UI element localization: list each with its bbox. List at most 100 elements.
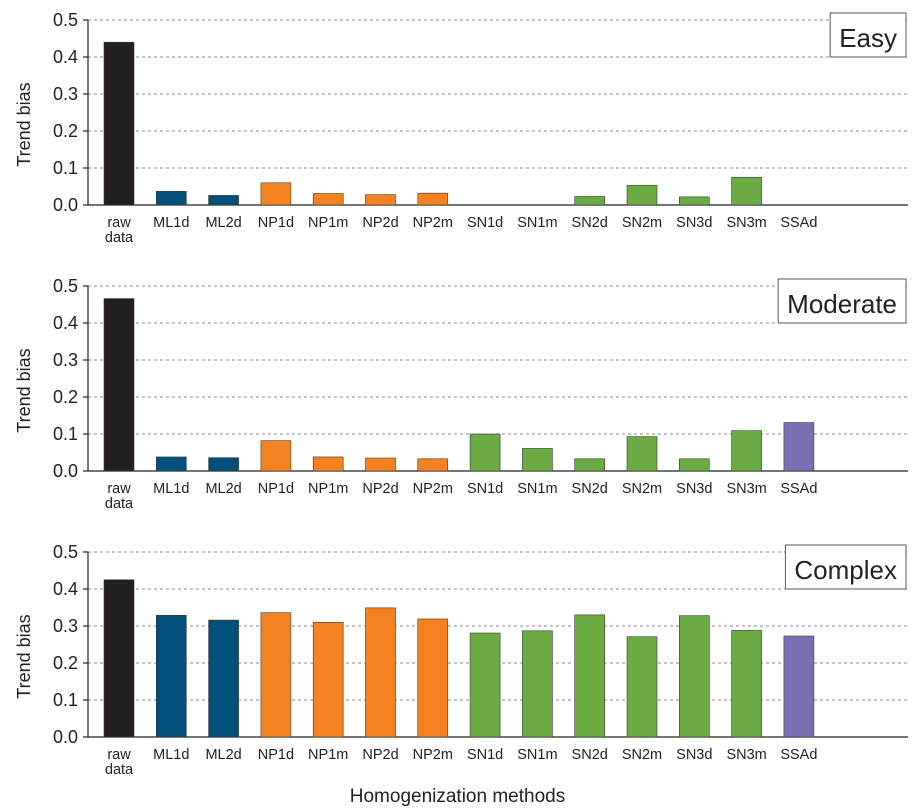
bar-sn3d xyxy=(678,196,710,206)
bar-sn3d xyxy=(678,615,710,738)
bar-ml2d xyxy=(208,195,239,206)
bar-raw-data xyxy=(103,298,135,472)
bar-np2d xyxy=(365,607,396,738)
panel-title: Easy xyxy=(839,23,897,53)
bar-sn1d xyxy=(469,632,501,738)
y-tick-label: 0.4 xyxy=(53,47,78,67)
x-tick-label: SN2d xyxy=(572,747,608,763)
x-tick-label: SN2m xyxy=(622,215,662,231)
y-tick-label: 0.2 xyxy=(53,387,78,407)
x-tick-label: raw data xyxy=(105,215,134,246)
bar-np2m xyxy=(417,458,449,472)
bar-ml1d xyxy=(156,191,187,206)
x-tick-label: NP2d xyxy=(362,215,398,231)
x-tick-label: NP1d xyxy=(258,747,294,763)
x-tick-label: raw data xyxy=(105,481,134,512)
x-tick-label: SN3m xyxy=(726,747,766,763)
y-axis-label: Trend bias xyxy=(14,348,34,432)
bar-np1d xyxy=(260,440,292,472)
bar-ml1d xyxy=(156,456,187,472)
bar-sn3m xyxy=(731,630,762,738)
y-tick-label: 0.1 xyxy=(53,158,78,178)
x-tick-label: NP1d xyxy=(258,215,294,231)
x-tick-label: SSAd xyxy=(780,215,817,231)
panel-title: Moderate xyxy=(787,289,897,319)
bar-raw-data xyxy=(103,579,135,738)
bar-np2m xyxy=(417,192,449,206)
y-tick-label: 0.2 xyxy=(53,653,78,673)
bar-sn2m xyxy=(626,436,658,472)
bar-sn2m xyxy=(626,636,658,738)
bar-sn2m xyxy=(626,185,658,206)
x-tick-label: NP1m xyxy=(308,481,348,497)
x-tick-label: SSAd xyxy=(780,747,817,763)
y-axis-label: Trend bias xyxy=(14,82,34,166)
x-tick-label: SN1d xyxy=(467,481,503,497)
bar-sn3d xyxy=(678,458,710,472)
panel-easy: 0.0 0.1 0.2 0.3 0.4 0.5 Trend bias raw data ML1d M… xyxy=(14,10,908,246)
x-axis-label: Homogenization methods xyxy=(349,786,566,807)
bar-raw-data xyxy=(103,41,135,206)
x-tick-label: ML1d xyxy=(153,481,189,497)
x-tick-label: SN3m xyxy=(726,481,766,497)
y-tick-label: 0.0 xyxy=(53,195,78,215)
x-tick-label: SN3d xyxy=(676,481,712,497)
bar-np2d xyxy=(365,194,396,206)
y-tick-label: 0.1 xyxy=(53,424,78,444)
bar-ml1d xyxy=(156,614,187,738)
y-tick-label: 0.3 xyxy=(53,616,78,636)
y-tick-label: 0.4 xyxy=(53,579,78,599)
y-tick-label: 0.3 xyxy=(53,84,78,104)
bar-sn3m xyxy=(731,430,762,472)
y-tick-label: 0.4 xyxy=(53,313,78,333)
y-tick-label: 0.2 xyxy=(53,121,78,141)
bar-ml2d xyxy=(208,619,239,738)
bar-sn2d xyxy=(574,614,606,738)
x-tick-label: NP2m xyxy=(413,215,453,231)
x-tick-label: SN3d xyxy=(676,215,712,231)
x-tick-label: SN1m xyxy=(517,747,557,763)
bar-sn3m xyxy=(731,176,762,206)
y-tick-label: 0.5 xyxy=(53,542,78,562)
bar-np2m xyxy=(417,618,449,738)
x-tick-label: SSAd xyxy=(780,481,817,497)
bar-sn2d xyxy=(574,458,606,472)
panel-title: Complex xyxy=(794,555,897,585)
y-tick-label: 0.3 xyxy=(53,350,78,370)
x-tick-label: SN1m xyxy=(517,481,557,497)
x-tick-label: NP1m xyxy=(308,215,348,231)
panel-title-box xyxy=(784,544,907,590)
x-tick-label: ML1d xyxy=(153,747,189,763)
x-tick-label: SN2m xyxy=(622,747,662,763)
bar-ssad xyxy=(783,422,815,472)
x-tick-label: ML2d xyxy=(205,481,241,497)
x-tick-label: NP2d xyxy=(362,747,398,763)
x-tick-label: ML2d xyxy=(205,215,241,231)
y-tick-label: 0.5 xyxy=(53,276,78,296)
y-tick-label: 0.5 xyxy=(53,10,78,30)
panel-moderate: 0.0 0.1 0.2 0.3 0.4 0.5 Trend bias raw data ML1d M… xyxy=(14,276,908,512)
x-tick-label: ML1d xyxy=(153,215,189,231)
bar-np1m xyxy=(312,193,344,206)
bar-np2d xyxy=(365,457,396,472)
bar-sn1m xyxy=(522,448,553,472)
x-tick-label: raw data xyxy=(105,747,134,778)
bar-ssad xyxy=(783,635,815,738)
x-tick-label: ML2d xyxy=(205,747,241,763)
y-tick-label: 0.1 xyxy=(53,690,78,710)
x-tick-label: NP2d xyxy=(362,481,398,497)
panel-title-box xyxy=(829,12,907,58)
bar-np1d xyxy=(260,182,292,206)
y-tick-label: 0.0 xyxy=(53,727,78,747)
x-tick-label: NP1d xyxy=(258,481,294,497)
x-tick-label: SN2m xyxy=(622,481,662,497)
x-tick-label: SN2d xyxy=(572,481,608,497)
bar-np1m xyxy=(312,621,344,738)
x-tick-label: SN1m xyxy=(517,215,557,231)
x-tick-label: NP1m xyxy=(308,747,348,763)
bar-np1m xyxy=(312,456,344,472)
x-tick-label: SN1d xyxy=(467,215,503,231)
x-tick-label: SN1d xyxy=(467,747,503,763)
panel-title-box xyxy=(777,278,907,324)
